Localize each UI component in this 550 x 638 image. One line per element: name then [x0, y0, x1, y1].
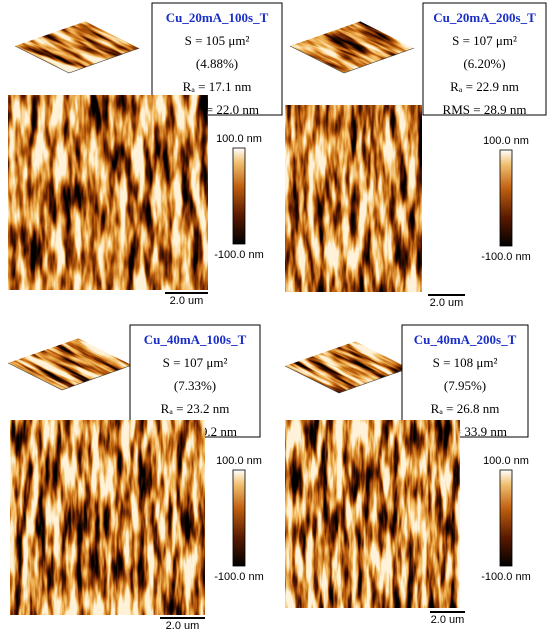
info-box [401, 324, 529, 438]
colorbar-max: 100.0 nm [483, 455, 529, 467]
area: S = 108 μm² [433, 355, 498, 370]
area: S = 105 μm² [185, 33, 250, 48]
afm-image [285, 420, 460, 608]
colorbar-min: -100.0 nm [214, 249, 264, 261]
percent: (7.33%) [174, 378, 216, 393]
axis-3d [284, 365, 410, 394]
ra: Rₐ = 22.9 nm [450, 79, 519, 94]
scale-bar-label: 2.0 um [170, 295, 204, 307]
surface-3d [285, 341, 410, 394]
colorbar-max: 100.0 nm [216, 455, 262, 467]
panel: Cu_20mA_200s_T S = 107 μm² (6.20%) Rₐ = 22.… [285, 2, 547, 309]
area: S = 107 μm² [452, 33, 517, 48]
panel: Cu_40mA_200s_T S = 108 μm² (7.95%) Rₐ = 26.… [284, 324, 531, 626]
colorbar-max: 100.0 nm [216, 133, 262, 145]
ra: Rₐ = 23.2 nm [161, 401, 230, 416]
sample-title: Cu_20mA_100s_T [166, 10, 269, 25]
panel: Cu_20mA_100s_T S = 105 μm² (4.88%) Rₐ = 17.… [8, 2, 283, 307]
info-box [422, 2, 547, 116]
scale-bar-label: 2.0 um [431, 614, 465, 626]
colorbar-min: -100.0 nm [214, 571, 264, 583]
sample-title: Cu_20mA_200s_T [433, 10, 536, 25]
colorbar-max: 100.0 nm [483, 135, 529, 147]
percent: (7.95%) [444, 378, 486, 393]
afm-image [10, 420, 205, 615]
afm-image [285, 105, 422, 292]
rms: RMS = 28.9 nm [443, 102, 527, 117]
scale-bar-label: 2.0 um [166, 620, 200, 632]
percent: (4.88%) [196, 56, 238, 71]
colorbar [499, 149, 513, 247]
colorbar [232, 469, 246, 567]
sample-title: Cu_40mA_200s_T [414, 332, 517, 347]
colorbar [232, 147, 246, 245]
percent: (6.20%) [463, 56, 505, 71]
sample-title: Cu_40mA_100s_T [144, 332, 247, 347]
colorbar-min: -100.0 nm [481, 251, 531, 263]
axis-3d [7, 362, 133, 391]
surface-3d [15, 21, 140, 74]
panel: Cu_40mA_100s_T S = 107 μm² (7.33%) Rₐ = 23.… [7, 324, 264, 632]
axis-3d [14, 45, 140, 74]
ra: Rₐ = 26.8 nm [431, 401, 500, 416]
colorbar [499, 469, 513, 567]
colorbar-min: -100.0 nm [481, 571, 531, 583]
surface-3d [8, 338, 133, 391]
ra: Rₐ = 17.1 nm [183, 79, 252, 94]
scale-bar-label: 2.0 um [430, 297, 464, 309]
area: S = 107 μm² [163, 355, 228, 370]
info-box [129, 324, 261, 438]
axis-3d [289, 45, 415, 74]
afm-image [8, 95, 208, 290]
surface-3d [290, 21, 415, 74]
